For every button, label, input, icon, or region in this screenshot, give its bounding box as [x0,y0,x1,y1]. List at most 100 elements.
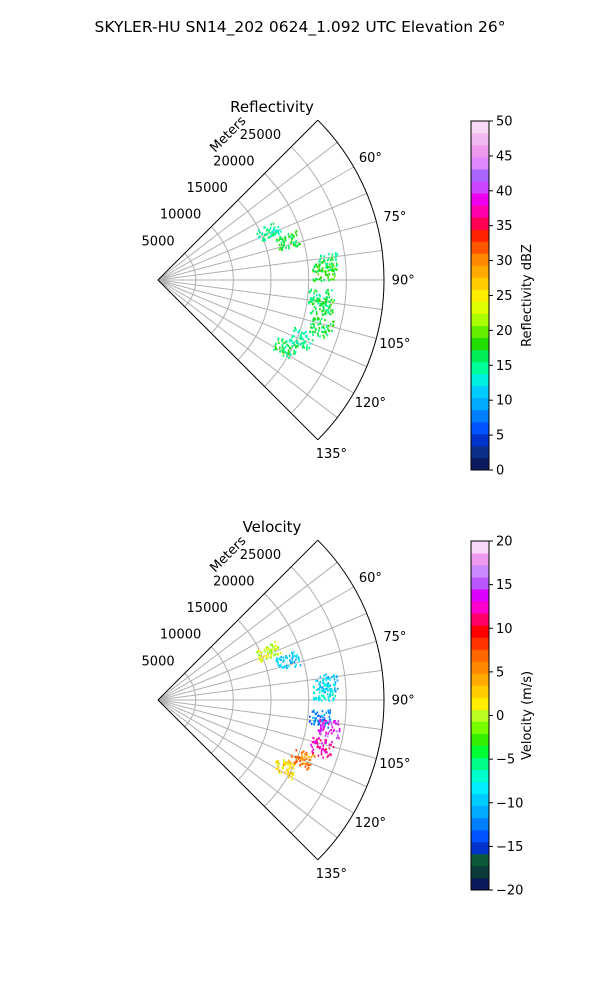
velocity-echo-gate [325,751,327,754]
reflectivity-echo-gate [270,235,273,238]
reflectivity-echo-gate [315,278,317,281]
reflectivity-colorbar-segment [471,457,489,471]
velocity-echo-gate [317,754,320,757]
velocity-echo-gate [324,690,326,694]
reflectivity-echo-gate [318,326,321,330]
velocity-echo-gate [324,738,326,741]
velocity-echo-gate [284,656,287,659]
reflectivity-echo-gate [330,289,333,292]
velocity-echo-gate [315,717,317,720]
velocity-colorbar-tick-label: −15 [496,840,523,855]
velocity-colorbar-segment [471,733,489,746]
reflectivity-colorbar-tick-label: 20 [496,324,513,339]
reflectivity-azimuth-tick-label: 60° [359,151,382,166]
reflectivity-echo-gate [334,267,336,270]
velocity-colorbar-tick-label: 5 [496,665,504,680]
reflectivity-range-tick-label: 5000 [142,234,175,249]
velocity-colorbar-segment [471,757,489,771]
velocity-echo-gate [328,747,331,750]
reflectivity-echo-gate [329,323,332,326]
reflectivity-echo-gate [277,231,280,234]
velocity-echo-gate [320,730,323,733]
velocity-echo-gate [313,691,315,694]
reflectivity-echo-gate [315,290,318,293]
velocity-echo-gate [322,681,324,684]
reflectivity-echo-gate [326,297,328,300]
reflectivity-echo-gate [311,301,313,304]
reflectivity-echo-gate [323,255,326,258]
reflectivity-echo-gate [281,237,284,241]
velocity-echo-gate [325,721,327,724]
velocity-echo-gate [319,697,321,700]
velocity-echo-gate [280,663,282,666]
reflectivity-echo-gate [324,262,327,265]
reflectivity-echo-gate [281,249,283,252]
velocity-echo-gate [325,741,327,744]
reflectivity-colorbar-tick-label: 30 [496,254,513,269]
velocity-azimuth-gridline [157,699,354,814]
reflectivity-echo-gate [314,270,316,273]
reflectivity-echo-gate [277,337,280,340]
reflectivity-echo-gate [322,326,325,329]
reflectivity-echo-gate [312,270,315,273]
velocity-echo-gate [291,772,293,775]
reflectivity-echo-gate [330,303,332,306]
reflectivity-echo-gate [296,341,298,344]
velocity-colorbar-segment [471,817,489,831]
reflectivity-echo-gate [329,263,331,266]
velocity-echo-gate [317,688,319,691]
reflectivity-echo-gate [300,333,303,336]
velocity-echo-gate [321,721,324,724]
reflectivity-echo-gate [308,302,310,305]
velocity-echo-gate [331,726,334,729]
velocity-echo-gate [302,751,304,754]
reflectivity-echo-gate [315,307,317,310]
velocity-echo-gate [335,730,338,733]
velocity-echo-gate [295,749,298,752]
velocity-echo-gate [319,681,322,684]
velocity-echo-gate [326,685,329,688]
velocity-azimuth-tick-label: 60° [359,571,382,586]
reflectivity-echo-gate [329,313,332,316]
reflectivity-echo-gate [325,309,327,313]
reflectivity-echo-gate [316,300,319,303]
velocity-echo-gate [310,722,313,725]
velocity-echo-gate [315,698,318,701]
velocity-echo-gate [333,721,335,724]
reflectivity-echo-gate [329,306,331,309]
reflectivity-echo-gate [272,222,275,225]
reflectivity-echo-gate [267,236,270,239]
velocity-echo-gate [330,721,332,724]
reflectivity-colorbar-segment [471,313,489,326]
reflectivity-colorbar-segment [471,409,489,423]
velocity-echo-gate [320,694,323,697]
reflectivity-echo-gate [319,335,321,338]
velocity-colorbar-segment [471,721,489,734]
velocity-colorbar-segment [471,865,489,879]
reflectivity-echo-gate [279,346,281,349]
reflectivity-echo-gate [295,230,298,233]
velocity-echo-gate [310,743,312,746]
reflectivity-echo-gate [276,238,278,241]
reflectivity-echo-gate [318,293,321,296]
reflectivity-echo-gate [267,230,270,233]
velocity-colorbar-tick-label: −5 [496,753,515,768]
velocity-echo-gate [298,756,301,759]
velocity-echo-gate [282,666,284,669]
reflectivity-echo-gate [293,330,295,333]
velocity-echo-gate [318,746,321,749]
reflectivity-echo-gate [281,243,283,246]
velocity-echo-gate [338,727,341,730]
reflectivity-echo-gate [323,313,326,316]
reflectivity-echo-gate [319,295,321,298]
reflectivity-echo-gate [328,312,330,315]
reflectivity-echo-gate [313,317,315,320]
velocity-echo-gate [327,685,330,689]
reflectivity-echo-gate [285,246,287,249]
reflectivity-sector-outer-arc [317,119,385,441]
velocity-echo-gate [331,732,333,735]
velocity-echo-gate [327,754,330,757]
reflectivity-echo-gate [288,235,290,238]
reflectivity-echo-gate [278,233,280,236]
reflectivity-echo-gate [289,346,291,349]
